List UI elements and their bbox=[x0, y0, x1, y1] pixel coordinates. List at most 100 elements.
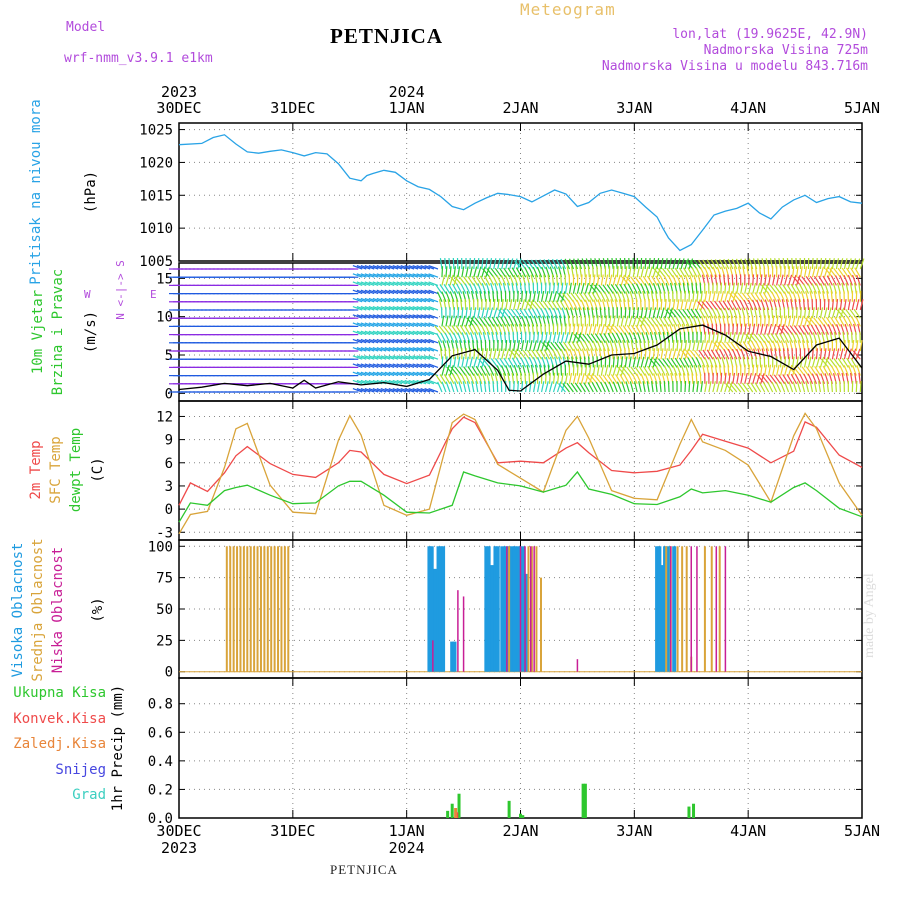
wind-barb bbox=[404, 314, 415, 319]
wind-barb bbox=[497, 348, 501, 360]
wind-barb bbox=[564, 282, 568, 294]
y-tick-label: 50 bbox=[156, 602, 173, 618]
y-tick-label: 3 bbox=[165, 479, 173, 495]
temp2m-title: 2m Temp bbox=[28, 440, 44, 499]
wind-barb bbox=[600, 274, 604, 286]
wind-barb bbox=[855, 380, 858, 393]
wind-barb bbox=[368, 289, 379, 295]
wind-barb bbox=[695, 267, 702, 278]
wind-barb bbox=[759, 340, 766, 352]
wind-barb bbox=[408, 363, 419, 368]
wind-barb bbox=[453, 315, 458, 327]
wind-barb bbox=[531, 323, 535, 335]
wind-barb bbox=[475, 365, 483, 376]
x-top-tick-label: 4JAN bbox=[730, 99, 766, 117]
wind-barb bbox=[540, 323, 543, 335]
wind-barb bbox=[655, 275, 662, 286]
wind-barb bbox=[536, 340, 542, 352]
wind-barb bbox=[741, 382, 750, 393]
wind-barb bbox=[782, 284, 790, 294]
wind-barb bbox=[814, 365, 821, 376]
cloud-bar bbox=[529, 546, 532, 672]
wind-barb bbox=[571, 341, 578, 352]
wind-barb bbox=[584, 299, 590, 311]
wind-barb bbox=[839, 365, 845, 376]
year-label-bottom: 2023 bbox=[161, 839, 197, 857]
wind-barb bbox=[473, 266, 478, 278]
wind-barb bbox=[850, 267, 857, 278]
wind-barb bbox=[795, 257, 798, 270]
year-label-top: 2023 bbox=[161, 83, 197, 101]
wind-barb bbox=[652, 324, 658, 335]
wind-barb bbox=[674, 267, 682, 278]
wind-barb bbox=[372, 297, 383, 303]
wind-barb bbox=[660, 298, 663, 311]
wind-barb bbox=[499, 357, 507, 368]
wind-barb bbox=[540, 340, 546, 352]
wind-barb bbox=[748, 258, 754, 270]
wind-barb bbox=[541, 356, 547, 368]
wind-barb bbox=[388, 379, 399, 385]
wind-barb bbox=[728, 282, 731, 294]
wind-barb bbox=[404, 306, 415, 311]
wind-barb bbox=[400, 265, 411, 270]
cloud-bar bbox=[655, 546, 660, 672]
y-tick-label: 0.0 bbox=[148, 811, 173, 827]
wind-barb bbox=[727, 258, 734, 270]
wind-barb bbox=[439, 284, 447, 294]
wind-barb bbox=[568, 372, 573, 384]
wind-barb bbox=[540, 331, 544, 343]
wind-barb bbox=[764, 315, 766, 327]
wind-barb bbox=[716, 356, 722, 368]
wind-barb bbox=[724, 381, 729, 393]
wind-barb bbox=[424, 338, 435, 344]
wind-barb bbox=[656, 348, 660, 360]
x-bottom-tick-label: 4JAN bbox=[730, 822, 766, 840]
wind-barb bbox=[441, 364, 446, 376]
wind-barb bbox=[509, 274, 515, 286]
wind-barb bbox=[372, 314, 383, 319]
wind-barb bbox=[839, 348, 844, 360]
wind-barb bbox=[827, 266, 833, 278]
wind-barb bbox=[604, 274, 609, 286]
wind-barb bbox=[511, 357, 519, 368]
wind-barb bbox=[839, 307, 845, 319]
wind-barb bbox=[400, 388, 411, 393]
wind-barb bbox=[416, 347, 427, 352]
wind-barb bbox=[563, 300, 570, 311]
wind-barb bbox=[580, 299, 586, 311]
wind-barb bbox=[372, 273, 383, 278]
wind-barb bbox=[412, 338, 423, 344]
wind-barb bbox=[454, 381, 459, 393]
wind-barb bbox=[818, 339, 822, 352]
wind-barb bbox=[822, 381, 826, 393]
wind-barb bbox=[672, 339, 675, 352]
precip-legend-item: Grad bbox=[72, 787, 106, 803]
wind-barb bbox=[444, 257, 447, 270]
wind-barb bbox=[412, 330, 423, 336]
wind-barb bbox=[493, 348, 497, 360]
wind-barb bbox=[577, 348, 582, 360]
y-tick-label: 1015 bbox=[139, 188, 173, 204]
wind-barb bbox=[661, 268, 670, 278]
wind-barb bbox=[536, 331, 540, 343]
wind-barb bbox=[762, 333, 770, 344]
wind-barb bbox=[368, 281, 379, 286]
wind-barb bbox=[855, 299, 860, 311]
wind-barb bbox=[822, 290, 826, 302]
wind-barb bbox=[557, 307, 563, 319]
cloud-bar bbox=[672, 546, 677, 672]
wind-barb bbox=[772, 315, 775, 327]
wind-barb bbox=[859, 290, 862, 302]
wind-barb bbox=[527, 323, 531, 335]
wind-barb bbox=[497, 258, 501, 270]
y-tick-label: 0.2 bbox=[148, 782, 173, 798]
wind-barb bbox=[509, 299, 513, 311]
wind-barb bbox=[674, 357, 682, 368]
wind-barb bbox=[615, 348, 618, 360]
wind-barb bbox=[632, 332, 638, 344]
wind-barb bbox=[612, 291, 618, 303]
cloud-bar bbox=[524, 546, 526, 672]
wind-barb bbox=[667, 316, 674, 327]
wind-barb bbox=[604, 315, 608, 327]
